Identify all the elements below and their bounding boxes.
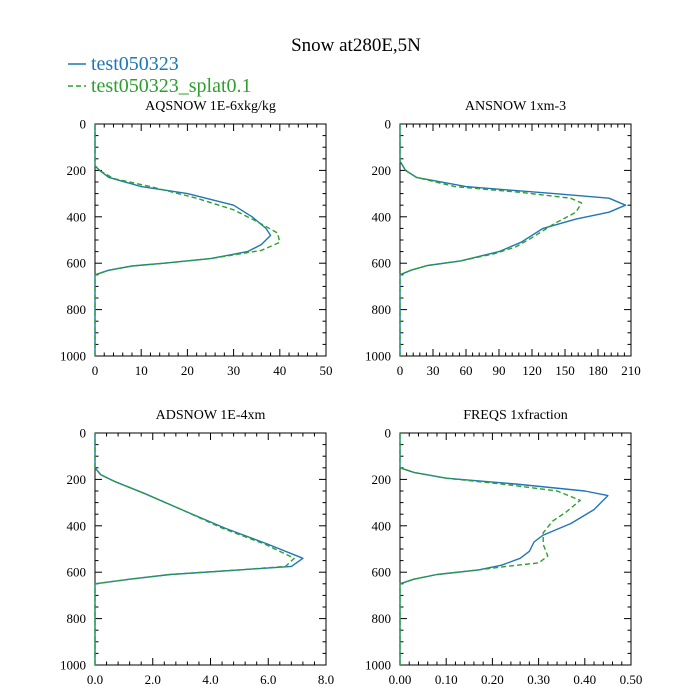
x-tick-label: 120: [522, 363, 542, 378]
plot-frame: [399, 432, 632, 666]
x-tick-label: 10: [135, 363, 148, 378]
panel-title: ANSNOW 1xm-3: [465, 99, 566, 114]
x-tick-label: 0.20: [481, 672, 504, 687]
y-tick-label: 800: [372, 611, 392, 626]
y-tick-label: 600: [372, 565, 392, 580]
x-tick-label: 90: [493, 363, 506, 378]
series-line-test050323: [399, 433, 609, 665]
x-tick-label: 50: [320, 363, 333, 378]
figure-title: Snow at280E,5N: [291, 35, 421, 56]
x-tick-label: 210: [621, 363, 641, 378]
series-line-test050323: [94, 433, 304, 665]
y-tick-label: 800: [67, 302, 87, 317]
y-tick-label: 200: [67, 472, 87, 487]
y-tick-label: 400: [67, 209, 87, 224]
legend: test050323 test050323_splat0.1: [68, 53, 252, 97]
panel-4: FREQS 1xfraction 0.00 0.10 0.20 0.30 0.40 0.50…: [365, 408, 642, 687]
panel-title: FREQS 1xfraction: [463, 408, 568, 423]
panel-2: ANSNOW 1xm-3 0 30 60 90 120 150 180 210 0 200 400 60…: [365, 99, 641, 378]
series-line-splat: [94, 433, 295, 665]
y-tick-label: 600: [372, 256, 392, 271]
x-tick-label: 8.0: [318, 672, 334, 687]
plot-frame: [94, 432, 327, 666]
x-tick-label: 150: [555, 363, 575, 378]
y-tick-label: 800: [372, 302, 392, 317]
series-line-test050323: [399, 124, 627, 356]
panel-title: AQSNOW 1E-6xkg/kg: [145, 99, 276, 114]
x-tick-label: 0.50: [620, 672, 643, 687]
x-tick-label: 0.40: [573, 672, 596, 687]
x-tick-label: 6.0: [260, 672, 276, 687]
y-tick-label: 600: [67, 256, 87, 271]
y-tick-label: 1000: [60, 349, 86, 364]
series-line-splat: [399, 124, 583, 356]
x-tick-label: 4.0: [202, 672, 218, 687]
x-tick-label: 20: [181, 363, 194, 378]
y-tick-label: 400: [372, 518, 392, 533]
y-tick-label: 1000: [60, 658, 86, 673]
x-tick-label: 0: [92, 363, 99, 378]
x-tick-label: 0: [397, 363, 404, 378]
y-tick-label: 800: [67, 611, 87, 626]
legend-label-splat: test050323_splat0.1: [91, 75, 252, 97]
x-tick-label: 60: [460, 363, 473, 378]
plot-frame: [399, 123, 632, 357]
x-tick-label: 180: [588, 363, 608, 378]
series-line-test050323: [94, 124, 272, 356]
y-tick-label: 200: [372, 163, 392, 178]
x-tick-label: 30: [427, 363, 440, 378]
panel-title: ADSNOW 1E-4xm: [156, 408, 266, 423]
x-tick-label: 0.10: [435, 672, 458, 687]
series-line-splat: [94, 124, 281, 356]
x-tick-label: 0.30: [527, 672, 550, 687]
y-tick-label: 200: [372, 472, 392, 487]
series-line-splat: [399, 433, 581, 665]
legend-label-test050323: test050323: [91, 53, 179, 75]
x-tick-label: 0.0: [87, 672, 103, 687]
y-tick-label: 0: [385, 117, 392, 132]
x-tick-label: 0.00: [389, 672, 412, 687]
panel-1: AQSNOW 1E-6xkg/kg 0 10 20 30 40 50 0 200 400 600 80…: [60, 99, 333, 378]
x-tick-label: 30: [227, 363, 240, 378]
y-tick-label: 200: [67, 163, 87, 178]
y-tick-label: 0: [80, 117, 87, 132]
panel-3: ADSNOW 1E-4xm 0.0 2.0 4.0 6.0 8.0 0 200 400 600 80…: [60, 408, 334, 687]
y-tick-label: 1000: [365, 349, 391, 364]
x-tick-label: 2.0: [145, 672, 161, 687]
y-tick-label: 0: [80, 426, 87, 441]
y-tick-label: 400: [372, 209, 392, 224]
plot-frame: [94, 123, 327, 357]
y-tick-label: 0: [385, 426, 392, 441]
y-tick-label: 1000: [365, 658, 391, 673]
y-tick-label: 600: [67, 565, 87, 580]
y-tick-label: 400: [67, 518, 87, 533]
x-tick-label: 40: [273, 363, 286, 378]
